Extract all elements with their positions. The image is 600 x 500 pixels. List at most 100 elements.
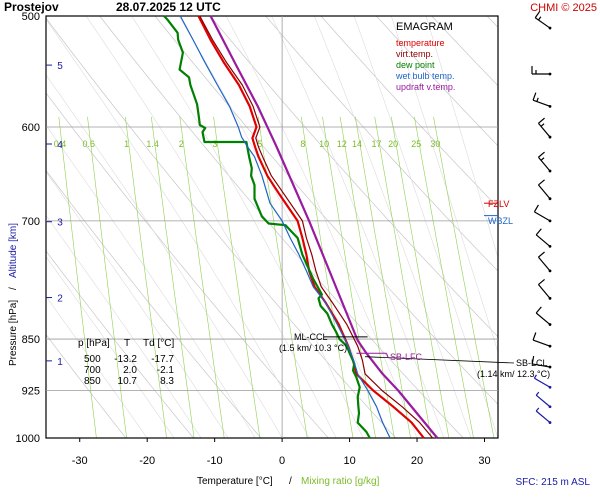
mixing-ratio-line bbox=[391, 116, 450, 438]
wind-barb-half-flag bbox=[538, 16, 542, 21]
table-cell: -2.1 bbox=[157, 365, 175, 376]
wind-barb-base bbox=[548, 296, 552, 300]
sb-lcl-label: SB-LCL bbox=[516, 358, 548, 368]
y-axis-label: Pressure [hPa] / Altitude [km] bbox=[8, 223, 19, 366]
sb-lcl-detail: (1.14 km/ 12.3 °C) bbox=[477, 369, 550, 379]
grid-layer: 0.4 0.6 1 1.4 2 3 5 8 10 12 14 17 20 25 30500600700850… bbox=[16, 0, 600, 467]
wind-barb-half-flag bbox=[536, 97, 539, 102]
moist-adiabat bbox=[46, 214, 202, 438]
pressure-tick-label: 1000 bbox=[16, 433, 40, 445]
mixing-ratio-label: 1.4 bbox=[146, 139, 159, 149]
legend-temperature: temperature bbox=[396, 38, 445, 48]
wind-barb-base bbox=[548, 385, 552, 389]
wind-barb-base bbox=[548, 421, 552, 424]
series-wet-bulb-temp bbox=[179, 15, 391, 439]
wind-barb-half-flag bbox=[535, 407, 540, 412]
wind-barb-base bbox=[548, 219, 552, 223]
legend-virt-temp: virt.temp. bbox=[396, 49, 433, 59]
moist-adiabat bbox=[46, 74, 283, 438]
series-virt-temp bbox=[199, 15, 434, 439]
wind-barb-base bbox=[548, 72, 552, 76]
mixing-ratio-line bbox=[125, 116, 167, 438]
wind-barb-flag bbox=[535, 228, 542, 236]
wind-barb-base bbox=[548, 365, 552, 369]
moist-adiabat bbox=[46, 18, 310, 438]
chart-title: EMAGRAM bbox=[396, 21, 453, 33]
x-axis-label: Temperature [°C] / Mixing ratio [g/kg] bbox=[197, 476, 380, 487]
wind-barb-base bbox=[548, 104, 552, 108]
wind-barb-flag bbox=[532, 332, 537, 341]
wind-barb-layer bbox=[531, 10, 552, 424]
wind-barb-staff bbox=[537, 256, 551, 272]
dry-adiabat bbox=[265, 16, 498, 272]
dry-adiabat bbox=[375, 16, 498, 147]
dry-adiabat bbox=[320, 16, 498, 209]
wind-barb bbox=[535, 391, 552, 409]
annotation-layer bbox=[323, 202, 515, 364]
sb-lcl-leader bbox=[365, 356, 515, 364]
wind-barb-half-flag bbox=[533, 374, 537, 379]
pressure-tick-label: 925 bbox=[22, 386, 40, 398]
legend-wet-bulb: wet bulb temp. bbox=[395, 71, 455, 81]
moist-adiabat bbox=[225, 16, 418, 438]
dry-adiabat bbox=[99, 16, 464, 438]
series-updraft-v-temp bbox=[209, 15, 439, 439]
mixing-ratio-line bbox=[151, 116, 195, 438]
moist-adiabat bbox=[46, 171, 229, 438]
ml-ccl-detail: (1.5 km/ 10.3 °C) bbox=[279, 343, 347, 353]
table-cell: 2.0 bbox=[123, 365, 137, 376]
mixing-ratio-label: 30 bbox=[430, 139, 440, 149]
wind-barb-staff bbox=[535, 312, 551, 326]
altitude-tick-label: 5 bbox=[57, 61, 63, 72]
mixing-ratio-label: 0.6 bbox=[82, 139, 95, 149]
dry-adiabat bbox=[46, 250, 194, 438]
mixing-ratio-label: 20 bbox=[388, 139, 398, 149]
wind-barb-staff bbox=[534, 17, 551, 29]
altitude-tick-label: 4 bbox=[57, 140, 63, 151]
series-dew-point bbox=[163, 15, 371, 439]
wind-barb-base bbox=[548, 169, 552, 173]
table-header-p: p [hPa] bbox=[78, 338, 110, 349]
wind-barb-staff bbox=[537, 184, 551, 200]
mixing-ratio-label: 3 bbox=[212, 139, 217, 149]
series-layer bbox=[163, 15, 439, 439]
dry-adiabat bbox=[209, 16, 498, 338]
wind-barb bbox=[535, 407, 552, 424]
pressure-tick-label: 600 bbox=[22, 122, 40, 134]
wind-barb bbox=[533, 204, 552, 223]
wind-barb bbox=[534, 10, 552, 30]
sb-lfc-leader bbox=[385, 353, 389, 358]
surface-info: SFC: 215 m ASL bbox=[516, 477, 591, 488]
legend-updraft: updraft v.temp. bbox=[396, 82, 455, 92]
mixing-ratio-label: 14 bbox=[352, 139, 362, 149]
sb-lfc-label: SB-LFC bbox=[390, 352, 423, 362]
wind-barb-staff bbox=[532, 99, 551, 107]
wind-barb-flag bbox=[532, 92, 537, 101]
legend-dew-point: dew point bbox=[396, 60, 435, 70]
moist-adiabat bbox=[131, 16, 364, 438]
x-tick-label: -20 bbox=[139, 455, 155, 467]
wind-barb-flag bbox=[533, 204, 539, 213]
moist-adiabat bbox=[85, 16, 337, 438]
x-tick-label: 30 bbox=[478, 455, 490, 467]
wbzl-label: WBZL bbox=[488, 216, 513, 226]
wind-barb bbox=[532, 332, 552, 348]
dry-adiabat bbox=[573, 0, 600, 438]
wind-barb-base bbox=[548, 344, 552, 348]
wind-barb-flag bbox=[531, 355, 535, 365]
pressure-tick-label: 700 bbox=[22, 216, 40, 228]
moist-adiabat bbox=[314, 16, 472, 438]
wind-barb-half-flag bbox=[535, 391, 540, 396]
wind-barb-flag bbox=[538, 179, 545, 186]
wind-barb bbox=[537, 251, 552, 273]
wind-barb-flag bbox=[535, 306, 542, 314]
plot-frame bbox=[45, 15, 499, 439]
mixing-ratio-line bbox=[433, 116, 495, 438]
table-cell: 850 bbox=[84, 376, 101, 387]
mixing-ratio-line bbox=[322, 116, 376, 438]
mixing-ratio-line bbox=[179, 116, 225, 438]
mixing-ratio-line bbox=[414, 116, 474, 438]
mixing-ratio-line bbox=[213, 116, 261, 438]
wind-barb bbox=[532, 92, 552, 108]
